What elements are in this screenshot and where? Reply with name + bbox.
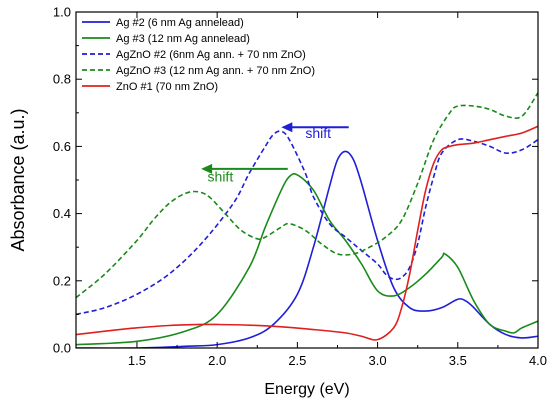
plot-frame (75, 11, 539, 349)
series-layer (76, 92, 538, 348)
y-tick-label: 0.2 (53, 273, 71, 288)
x-tick-label: 2.5 (288, 353, 306, 368)
legend-label-1: Ag #2 (6 nm Ag annelead) (116, 17, 244, 29)
annotation-layer: shift shift (201, 122, 349, 185)
y-axis: 0.0 0.2 0.4 0.6 0.8 1.0 (53, 5, 538, 356)
x-axis: 1.5 2.0 2.5 3.0 3.5 4.0 (128, 12, 547, 368)
x-tick-label: 3.0 (369, 353, 387, 368)
legend-label-3: AgZnO #2 (6nm Ag ann. + 70 nm ZnO) (116, 49, 306, 61)
y-tick-label: 0.0 (53, 341, 71, 356)
y-tick-label: 0.4 (53, 206, 71, 221)
x-axis-label: Energy (eV) (264, 381, 349, 398)
x-tick-label: 4.0 (529, 353, 547, 368)
legend: Ag #2 (6 nm Ag annelead) Ag #3 (12 nm Ag … (82, 17, 315, 93)
shift-label-1: shift (305, 125, 331, 141)
series-line-4 (76, 92, 538, 299)
y-tick-label: 1.0 (53, 5, 71, 20)
legend-label-2: Ag #3 (12 nm Ag annelead) (116, 33, 250, 45)
x-tick-label: 3.5 (449, 353, 467, 368)
series-line-3 (76, 130, 538, 316)
shift-arrowhead-1 (281, 122, 293, 133)
legend-label-5: ZnO #1 (70 nm ZnO) (116, 81, 218, 93)
shift-label-2: shift (208, 169, 234, 185)
series-line-1 (76, 150, 538, 348)
y-axis-label: Absorbance (a.u.) (8, 108, 28, 251)
y-tick-label: 0.6 (53, 139, 71, 154)
x-tick-label: 1.5 (128, 353, 146, 368)
y-tick-label: 0.8 (53, 72, 71, 87)
series-line-2 (76, 173, 538, 346)
x-tick-label: 2.0 (208, 353, 226, 368)
legend-label-4: AgZnO #3 (12 nm Ag ann. + 70 nm ZnO) (116, 65, 315, 77)
series-line-5 (76, 125, 538, 341)
shift-arrowhead-2 (201, 163, 213, 174)
